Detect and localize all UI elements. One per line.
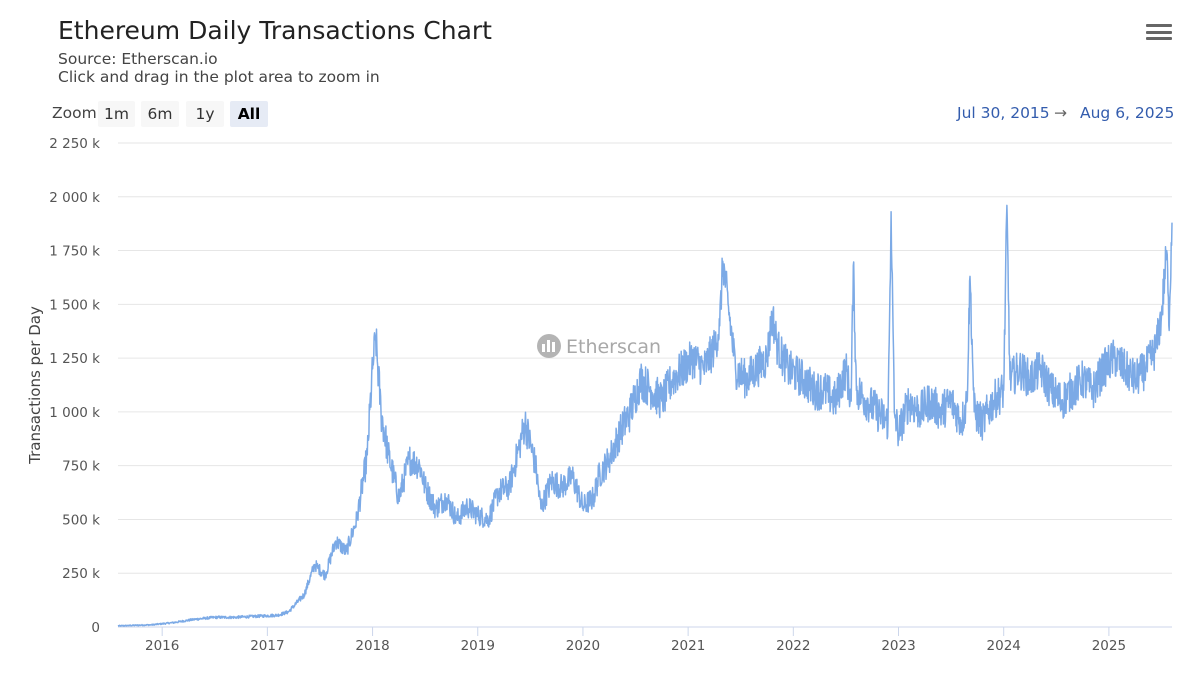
x-tick-label: 2022 bbox=[776, 638, 810, 654]
range-arrow: → bbox=[1054, 104, 1067, 122]
x-tick-label: 2017 bbox=[250, 638, 284, 654]
y-axis-ticks: 0 250 k 500 k 750 k 1 000 k 1 250 k 1 500 k 1 7… bbox=[49, 136, 100, 636]
zoom-6m-button[interactable]: 6m bbox=[141, 101, 179, 127]
y-tick-label: 250 k bbox=[62, 566, 100, 582]
x-axis: 2016 2017 2018 2019 2020 2021 2022 2023 2024 2025 bbox=[118, 626, 1172, 654]
y-tick-label: 500 k bbox=[62, 512, 100, 528]
y-tick-label: 750 k bbox=[62, 459, 100, 475]
y-tick-label: 0 bbox=[91, 620, 100, 636]
watermark-text: Etherscan bbox=[566, 336, 661, 358]
x-tick-label: 2018 bbox=[355, 638, 389, 654]
etherscan-watermark: Etherscan bbox=[537, 334, 661, 358]
x-tick-label: 2024 bbox=[987, 638, 1021, 654]
chart-hint: Click and drag in the plot area to zoom … bbox=[58, 68, 380, 86]
zoom-1y-button[interactable]: 1y bbox=[186, 101, 224, 127]
zoom-all-button[interactable]: All bbox=[230, 101, 268, 127]
range-to-input[interactable]: Aug 6, 2025 bbox=[1080, 104, 1175, 122]
y-tick-label: 1 750 k bbox=[49, 244, 100, 260]
x-tick-label: 2023 bbox=[881, 638, 915, 654]
x-tick-label: 2016 bbox=[145, 638, 179, 654]
y-tick-label: 2 000 k bbox=[49, 190, 100, 206]
range-from-input[interactable]: Jul 30, 2015 bbox=[957, 104, 1050, 122]
chart-title: Ethereum Daily Transactions Chart bbox=[58, 16, 492, 45]
y-axis-label: Transactions per Day bbox=[26, 306, 44, 465]
y-tick-label: 1 000 k bbox=[49, 405, 100, 421]
y-tick-label: 1 500 k bbox=[49, 297, 100, 313]
y-tick-label: 2 250 k bbox=[49, 136, 100, 152]
x-tick-label: 2025 bbox=[1092, 638, 1126, 654]
zoom-label: Zoom bbox=[52, 104, 97, 122]
x-tick-label: 2020 bbox=[566, 638, 600, 654]
hamburger-menu-icon[interactable] bbox=[1146, 24, 1172, 46]
zoom-1m-button[interactable]: 1m bbox=[98, 101, 135, 127]
x-tick-label: 2021 bbox=[671, 638, 705, 654]
series-line bbox=[117, 204, 1173, 627]
x-tick-label: 2019 bbox=[461, 638, 495, 654]
y-tick-label: 1 250 k bbox=[49, 351, 100, 367]
chart-source: Source: Etherscan.io bbox=[58, 50, 218, 68]
